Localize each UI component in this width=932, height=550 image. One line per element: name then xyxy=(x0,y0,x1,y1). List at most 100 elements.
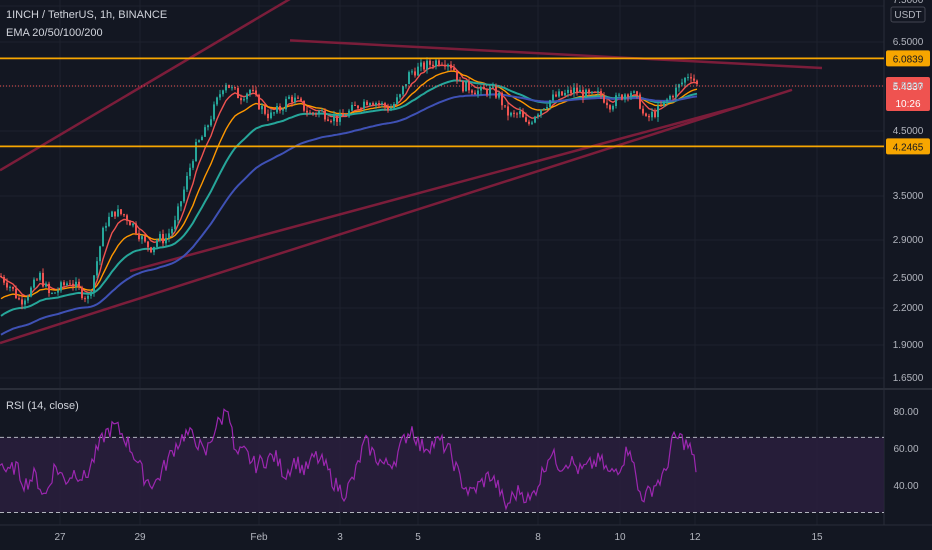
candle-body xyxy=(9,286,11,288)
candle-body xyxy=(225,84,227,91)
candle-body xyxy=(435,60,437,67)
level-tag[interactable] xyxy=(886,138,930,155)
candle-body xyxy=(669,96,671,100)
candle-body xyxy=(270,112,272,119)
candle-body xyxy=(489,87,491,95)
rsi-tick-label: 60.00 xyxy=(893,444,918,455)
candle-body xyxy=(342,113,344,116)
candle-body xyxy=(69,283,71,285)
candle-body xyxy=(564,92,566,96)
symbol-title[interactable]: 1INCH / TetherUS, 1h, BINANCE xyxy=(6,9,168,21)
candle-body xyxy=(180,201,182,207)
candle-body xyxy=(534,116,536,123)
currency-label[interactable]: USDT xyxy=(894,10,921,21)
price-tick-label: 7.5000 xyxy=(893,0,924,6)
candle-body xyxy=(303,100,305,111)
candle-body xyxy=(672,96,674,98)
candle-body xyxy=(285,98,287,110)
time-tick-label: 15 xyxy=(811,532,823,543)
candle-body xyxy=(177,206,179,221)
candle-body xyxy=(216,97,218,105)
candle-body xyxy=(330,120,332,122)
candle-body xyxy=(486,89,488,95)
candle-body xyxy=(630,92,632,97)
candle-body xyxy=(174,220,176,230)
candle-body xyxy=(501,92,503,106)
candle-body xyxy=(273,112,275,114)
last-price-tag[interactable] xyxy=(886,77,930,112)
horizontal-levels[interactable]: 6.0839 4.2465 5.4337 10:26 xyxy=(0,50,930,155)
trendline[interactable] xyxy=(0,0,395,172)
candle-body xyxy=(540,109,542,115)
axes[interactable]: USDT 6.5000 5.5000 4.5000 3.5000 2.9000 2.5000… xyxy=(54,0,926,543)
candle-body xyxy=(552,94,554,101)
candle-body xyxy=(561,91,563,96)
candle-body xyxy=(474,92,476,95)
candle-body xyxy=(660,105,662,107)
ema-legend[interactable]: EMA 20/50/100/200 xyxy=(6,27,103,39)
price-tick-label: 4.5000 xyxy=(893,126,924,137)
candle-body xyxy=(57,290,59,293)
candle-body xyxy=(90,291,92,296)
candle-body xyxy=(438,60,440,65)
candle-body xyxy=(549,100,551,108)
candle-body xyxy=(363,101,365,109)
candle-body xyxy=(150,247,152,253)
trendlines[interactable] xyxy=(0,0,823,345)
candle-body xyxy=(573,87,575,94)
candle-body xyxy=(429,60,431,65)
time-tick-label: 12 xyxy=(689,532,701,543)
rsi-tick-label: 80.00 xyxy=(893,407,918,418)
candle-body xyxy=(546,107,548,109)
time-tick-label: 10 xyxy=(614,532,626,543)
candle-body xyxy=(537,114,539,117)
candle-body xyxy=(84,298,86,300)
candle-body xyxy=(18,298,20,300)
candle-body xyxy=(441,64,443,66)
candle-body xyxy=(12,286,14,289)
candle-body xyxy=(609,105,611,110)
trendline[interactable] xyxy=(129,105,741,273)
candle-body xyxy=(93,275,95,292)
candle-body xyxy=(375,102,377,105)
candle-body xyxy=(141,236,143,240)
price-tick-label: 1.9000 xyxy=(893,340,924,351)
price-tick-label: 2.5000 xyxy=(893,273,924,284)
candle-body xyxy=(120,209,122,215)
candle-body xyxy=(96,261,98,276)
rsi-series-line xyxy=(0,408,697,511)
candle-body xyxy=(213,104,215,120)
candle-body xyxy=(321,110,323,112)
price-tick-label: 5.5000 xyxy=(893,81,924,92)
trendline[interactable] xyxy=(0,88,793,345)
candle-body xyxy=(168,233,170,238)
rsi-title[interactable]: RSI (14, close) xyxy=(6,400,79,412)
candle-body xyxy=(639,94,641,109)
candle-body xyxy=(597,91,599,93)
candle-body xyxy=(24,300,26,305)
candle-body xyxy=(495,86,497,98)
candle-body xyxy=(81,287,83,299)
time-tick-label: 5 xyxy=(415,532,421,543)
candle-body xyxy=(129,220,131,226)
candle-body xyxy=(231,87,233,89)
candle-body xyxy=(264,105,266,114)
candle-body xyxy=(324,110,326,120)
candle-body xyxy=(144,236,146,242)
candle-body xyxy=(204,127,206,137)
candle-body xyxy=(684,77,686,83)
candle-body xyxy=(627,94,629,97)
candle-body xyxy=(531,122,533,124)
candle-body xyxy=(72,283,74,287)
candle-body xyxy=(471,90,473,93)
candle-body xyxy=(600,91,602,96)
currency-box[interactable] xyxy=(890,6,926,23)
level-tag[interactable] xyxy=(886,50,930,67)
candle-body xyxy=(579,89,581,92)
candle-body xyxy=(126,215,128,221)
candle-body xyxy=(498,92,500,98)
trendline[interactable] xyxy=(289,39,823,70)
candle-body xyxy=(681,82,683,85)
level-label: 6.0839 xyxy=(893,54,924,65)
